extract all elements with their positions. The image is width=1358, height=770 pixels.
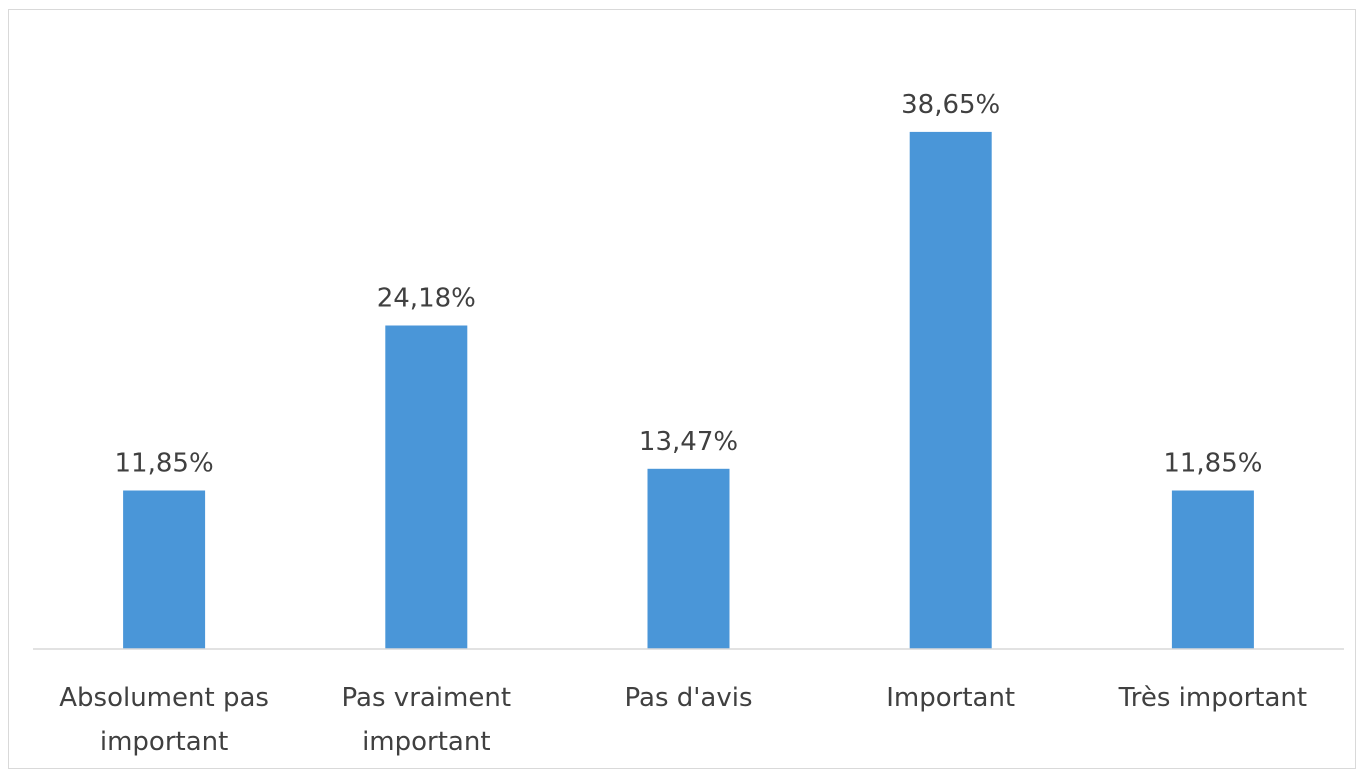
value-label-2: 24,18% <box>377 284 476 314</box>
bar-2 <box>385 325 468 649</box>
category-label-4: Important <box>886 683 1015 713</box>
bar-5 <box>1171 490 1254 649</box>
category-label-1: Absolument pas important <box>59 683 269 757</box>
category-label-4-line-1: Important <box>886 683 1015 713</box>
bar-1 <box>123 490 206 649</box>
value-label-1: 11,85% <box>115 449 214 479</box>
value-labels-layer: 11,85% 24,18% 13,47% 38,65% 11,85% <box>115 90 1263 479</box>
category-label-5-line-1: Très important <box>1118 683 1307 713</box>
value-label-4: 38,65% <box>901 90 1000 120</box>
category-label-2: Pas vraiment important <box>342 683 511 757</box>
category-label-3-line-1: Pas d'avis <box>625 683 753 713</box>
category-label-5: Très important <box>1118 683 1307 713</box>
category-label-3: Pas d'avis <box>625 683 753 713</box>
value-label-5: 11,85% <box>1163 449 1262 479</box>
bar-3 <box>647 468 730 649</box>
category-label-2-line-2: important <box>362 727 490 757</box>
category-labels-layer: Absolument pas important Pas vraiment impor… <box>59 683 1307 757</box>
category-label-1-line-2: important <box>100 727 228 757</box>
category-label-2-line-1: Pas vraiment <box>342 683 511 713</box>
value-label-3: 13,47% <box>639 427 738 457</box>
bars-layer <box>123 131 1254 649</box>
bar-4 <box>909 131 992 649</box>
category-label-1-line-1: Absolument pas <box>59 683 269 713</box>
